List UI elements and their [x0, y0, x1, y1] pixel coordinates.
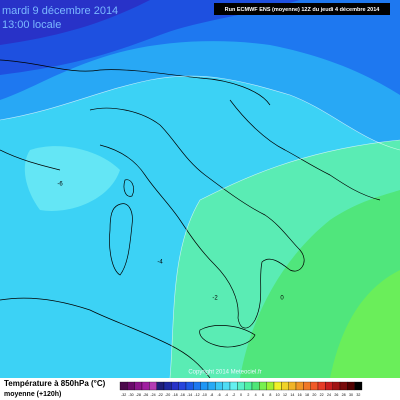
- colorbar-cell: [332, 381, 341, 391]
- colorbar-label: -16: [180, 393, 185, 397]
- legend-title: Température à 850hPa (°C): [4, 379, 106, 388]
- colorbar-cell: [354, 381, 363, 391]
- colorbar-cell: [237, 381, 245, 391]
- colorbar-label: 4: [255, 393, 257, 397]
- colorbar-cell: [171, 381, 179, 391]
- colorbar-label: -8: [210, 393, 213, 397]
- colorbar-label: -18: [172, 393, 177, 397]
- colorbar-cell: [325, 381, 333, 391]
- colorbar-cell: [347, 381, 355, 391]
- colorbar-label: 20: [312, 393, 316, 397]
- colorbar-label: -14: [187, 393, 192, 397]
- colorbar-label: 0: [240, 393, 242, 397]
- forecast-time: 13:00 locale: [2, 19, 61, 31]
- colorbar-cell: [185, 381, 194, 391]
- colorbar-cell: [156, 381, 165, 391]
- colorbar-cell: [281, 381, 289, 391]
- colorbar-label: -12: [194, 393, 199, 397]
- colorbar-label: 24: [327, 393, 331, 397]
- colorbar-label: 16: [298, 393, 302, 397]
- coastline: [123, 179, 134, 197]
- coastline: [109, 203, 133, 276]
- colorbar-label: 28: [342, 393, 346, 397]
- colorbar-cell: [310, 381, 319, 391]
- coastline: [0, 149, 211, 379]
- colorbar-label: -24: [150, 393, 155, 397]
- colorbar-label: 14: [290, 393, 294, 397]
- colorbar-cell: [244, 381, 253, 391]
- colorbar-label: 12: [283, 393, 287, 397]
- colorbar-cell: [317, 381, 326, 391]
- field-band: [330, 270, 400, 378]
- colorbar-cell: [178, 381, 187, 391]
- colorbar-cell: [134, 381, 143, 391]
- run-box: [214, 3, 390, 15]
- legend-subtitle: moyenne (+120h): [4, 391, 61, 398]
- colorbar-cell: [229, 381, 238, 391]
- coastline: [89, 107, 305, 329]
- colorbar-cell: [259, 381, 267, 391]
- colorbar-cell: [207, 381, 216, 391]
- isotherms: [0, 75, 400, 379]
- colorbar-cell: [339, 381, 348, 391]
- colorbar-label: -32: [121, 393, 126, 397]
- colorbar-cell: [215, 381, 223, 391]
- colorbar-cell: [288, 381, 297, 391]
- colorbar-label: -20: [165, 393, 170, 397]
- colorbar-label: 10: [276, 393, 280, 397]
- contour-label: -4: [157, 260, 163, 266]
- coastline: [0, 59, 271, 106]
- colorbar-cell: [163, 381, 172, 391]
- forecast-date: mardi 9 décembre 2014: [2, 5, 118, 17]
- colorbar-label: 26: [334, 393, 338, 397]
- colorbar-label: -6: [217, 393, 220, 397]
- colorbar-cell: [141, 381, 150, 391]
- colorbar-label: -2: [232, 393, 235, 397]
- isotherm: [169, 139, 400, 379]
- colorbar-label: -30: [128, 393, 133, 397]
- colorbar-cell: [193, 381, 201, 391]
- colorbar-label: -4: [225, 393, 228, 397]
- colorbar-label: 2: [247, 393, 249, 397]
- colorbar-cell: [303, 381, 311, 391]
- colorbar-label: -22: [158, 393, 163, 397]
- contour-label: -2: [212, 296, 218, 302]
- colorbar-label: -28: [136, 393, 141, 397]
- coastlines: [0, 59, 381, 379]
- map-field: [0, 0, 400, 378]
- colorbar-label: 8: [269, 393, 271, 397]
- field-band: [0, 0, 150, 45]
- colorbar-cell: [149, 381, 157, 391]
- coastline: [229, 99, 381, 201]
- colorbar-label: 30: [349, 393, 353, 397]
- contour-label: 0: [280, 296, 284, 302]
- colorbar-cell: [222, 381, 231, 391]
- colorbar-label: 32: [356, 393, 360, 397]
- colorbar: -32 -30 -28 -26 -24 -22 -20 -18 -16 -14 -12 -10 -8 -6…: [119, 381, 363, 397]
- contour-label: -6: [57, 182, 63, 188]
- field-band: [24, 146, 120, 211]
- colorbar-label: 18: [305, 393, 309, 397]
- colorbar-cell: [273, 381, 282, 391]
- colorbar-cell: [200, 381, 209, 391]
- colorbar-label: -10: [202, 393, 207, 397]
- colorbar-label: -26: [143, 393, 148, 397]
- colorbar-cell: [266, 381, 275, 391]
- copyright: Copyright 2014 Meteociel.fr: [188, 370, 261, 376]
- colorbar-label: 22: [320, 393, 324, 397]
- coastline: [199, 325, 256, 348]
- colorbar-cell: [295, 381, 304, 391]
- run-info: Run ECMWF ENS (moyenne) 12Z du jeudi 4 d…: [225, 7, 381, 13]
- isotherm: [0, 75, 400, 151]
- colorbar-cell: [119, 381, 128, 391]
- contour-labels: -6 -4 -2 0: [57, 182, 284, 302]
- colorbar-cell: [127, 381, 135, 391]
- colorbar-label: 6: [262, 393, 264, 397]
- colorbar-cell: [251, 381, 260, 391]
